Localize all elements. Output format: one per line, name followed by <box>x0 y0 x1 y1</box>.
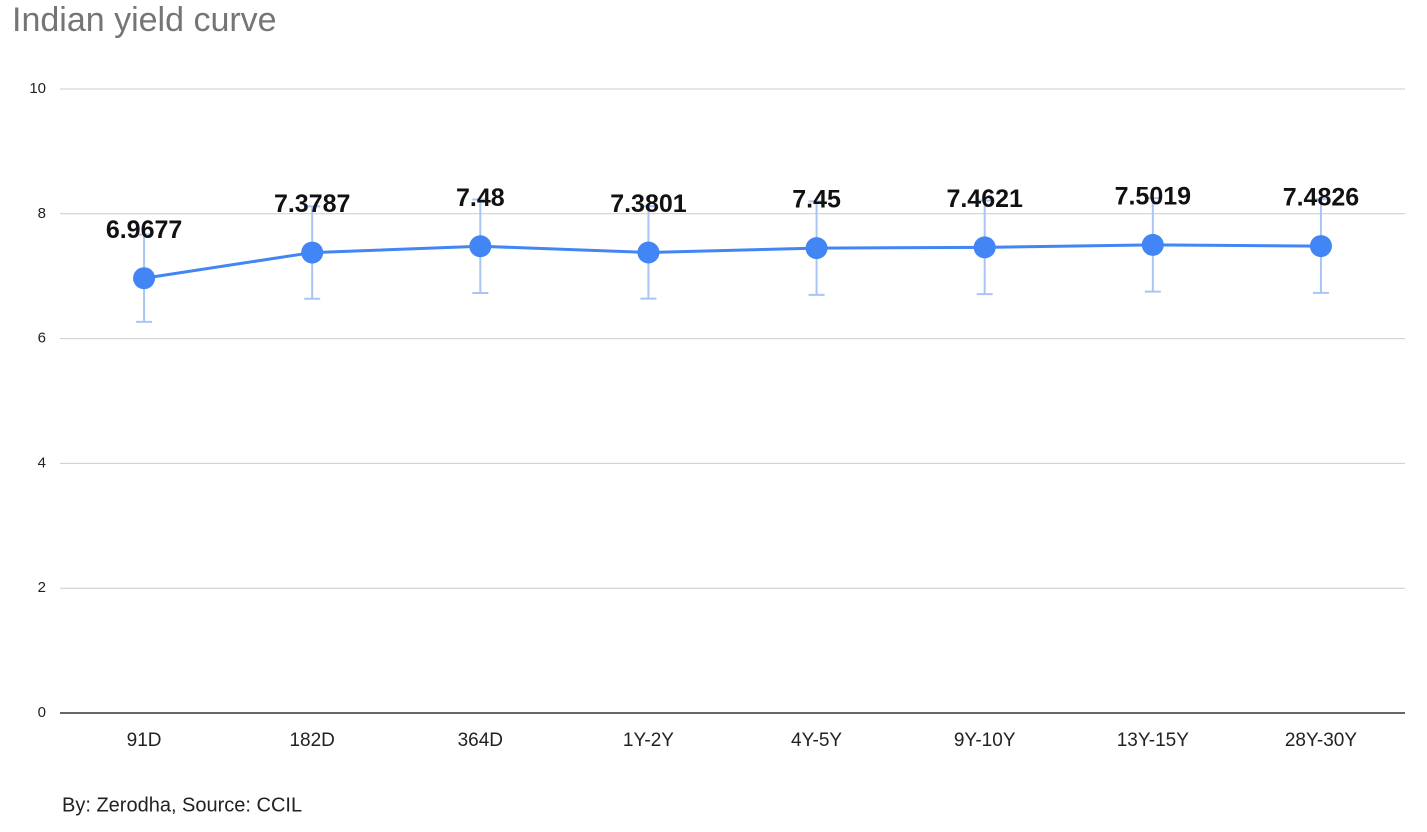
y-tick-label: 4 <box>38 454 46 471</box>
data-label: 6.9677 <box>106 216 182 244</box>
x-tick-label: 9Y-10Y <box>954 730 1016 751</box>
marker <box>637 241 660 264</box>
x-tick-label: 28Y-30Y <box>1285 730 1358 751</box>
y-tick-label: 0 <box>38 704 46 721</box>
data-label: 7.45 <box>792 186 841 214</box>
x-tick-label: 1Y-2Y <box>623 730 674 751</box>
chart-title: Indian yield curve <box>12 1 277 39</box>
marker <box>301 241 324 264</box>
x-tick-label: 182D <box>289 730 334 751</box>
marker <box>805 237 828 260</box>
y-tick-label: 2 <box>38 579 46 596</box>
y-tick-label: 10 <box>29 80 46 97</box>
marker <box>1141 233 1164 256</box>
data-label: 7.48 <box>456 184 505 212</box>
data-label: 7.4826 <box>1283 184 1359 212</box>
x-tick-label: 4Y-5Y <box>791 730 842 751</box>
line <box>143 243 1321 280</box>
x-tick-label: 364D <box>458 730 503 751</box>
data-label: 7.3801 <box>610 190 687 218</box>
data-label: 7.4621 <box>946 185 1023 213</box>
x-tick-label: 13Y-15Y <box>1117 730 1190 751</box>
footnote: By: Zerodha, Source: CCIL <box>62 794 302 816</box>
marker <box>469 235 492 258</box>
marker <box>133 267 156 290</box>
marker <box>973 236 996 259</box>
data-label: 7.3787 <box>274 190 350 218</box>
data-label: 7.5019 <box>1115 182 1191 210</box>
y-tick-label: 6 <box>38 330 46 347</box>
y-tick-label: 8 <box>38 205 46 222</box>
x-tick-label: 91D <box>127 730 162 751</box>
marker <box>1309 235 1332 258</box>
